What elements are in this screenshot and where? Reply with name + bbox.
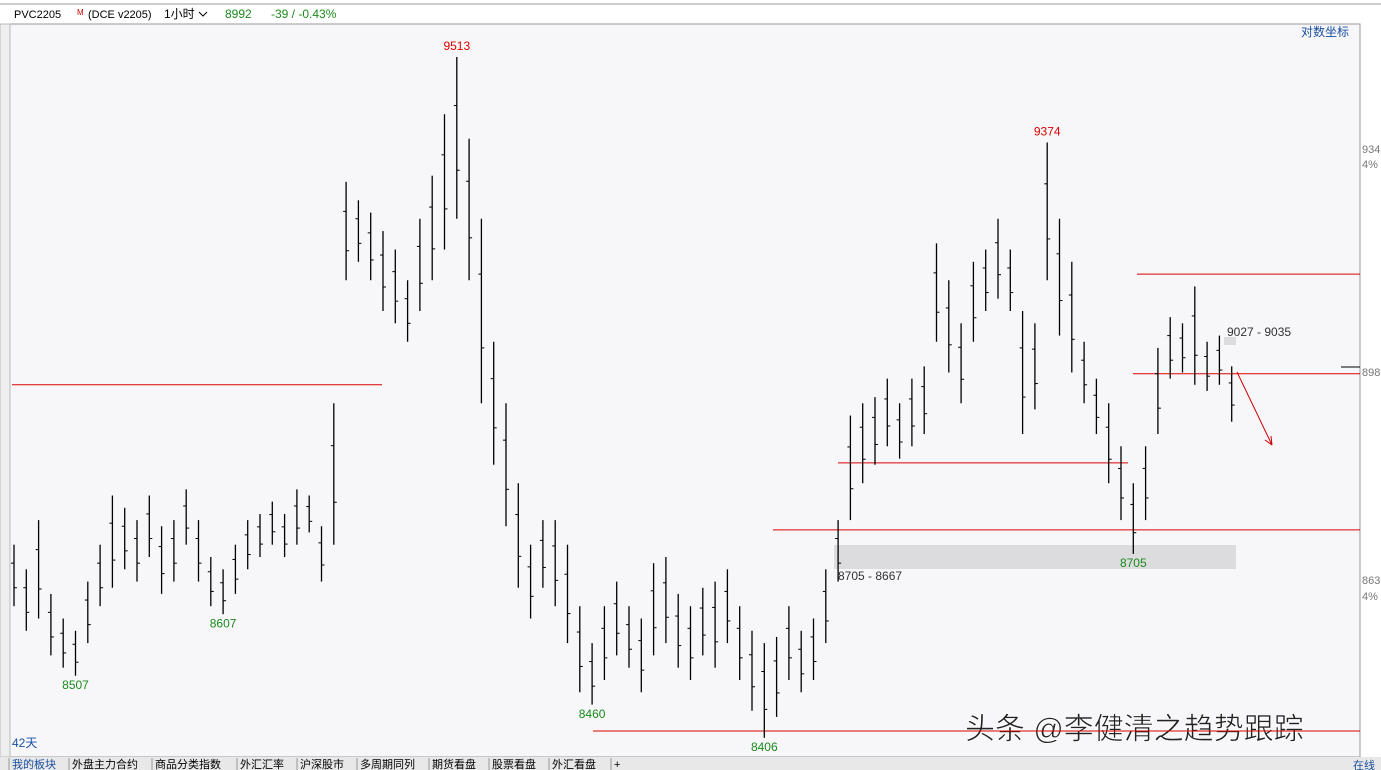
- price-annotation: 9374: [1034, 125, 1061, 139]
- period[interactable]: 1小时: [164, 7, 195, 21]
- tab[interactable]: 沪深股市: [300, 757, 344, 770]
- right-axis-label: 934: [1362, 144, 1380, 156]
- zone-label: 8705 - 8667: [838, 569, 902, 583]
- watermark: 头条 @李健清之趋势跟踪: [965, 713, 1304, 746]
- right-axis-label: 4%: [1362, 591, 1378, 603]
- symbol-mark: M: [77, 8, 84, 17]
- tab[interactable]: 多周期同列: [360, 757, 415, 770]
- right-axis-label: 863: [1362, 575, 1380, 587]
- period-arrow: [198, 11, 208, 17]
- zone-box: [834, 545, 1236, 569]
- tab[interactable]: 股票看盘: [492, 757, 536, 770]
- tab-bar: [0, 757, 1381, 770]
- price-annotation: 8406: [751, 740, 778, 754]
- price-annotation: 8705: [1120, 556, 1147, 570]
- log-scale-button[interactable]: 对数坐标: [1301, 24, 1349, 39]
- price-annotation: 8507: [62, 678, 89, 692]
- left-panel: [0, 23, 11, 758]
- change: -39 / -0.43%: [271, 7, 337, 21]
- zone-box: [1224, 337, 1236, 345]
- price-annotation: 9513: [443, 39, 470, 53]
- tabs: 我的板块 外盘主力合约 商品分类指数 外汇汇率 沪深股市 多周期同列 期货看盘 股票看盘 外汇看…: [12, 757, 620, 770]
- tab[interactable]: 外盘主力合约: [72, 757, 138, 770]
- right-axis-label: 4%: [1362, 159, 1378, 171]
- right-axis-label: 898: [1362, 367, 1380, 379]
- trend-arrow: [1236, 371, 1273, 446]
- tab[interactable]: 我的板块: [12, 757, 56, 770]
- price-annotation: 8607: [210, 616, 237, 630]
- symbol: PVC2205: [14, 9, 61, 21]
- tab[interactable]: +: [614, 759, 620, 770]
- tab[interactable]: 外汇看盘: [552, 757, 596, 770]
- tab[interactable]: 外汇汇率: [240, 757, 284, 770]
- contract: (DCE v2205): [88, 9, 152, 21]
- chart-area: [9, 23, 1361, 758]
- tab[interactable]: 商品分类指数: [155, 757, 221, 770]
- status: 在线: [1353, 758, 1375, 770]
- price: 8992: [225, 7, 252, 21]
- tab[interactable]: 期货看盘: [432, 757, 476, 770]
- price-annotation: 8460: [579, 707, 606, 721]
- span-label: 42天: [12, 736, 37, 750]
- zone-label: 9027 - 9035: [1227, 325, 1291, 339]
